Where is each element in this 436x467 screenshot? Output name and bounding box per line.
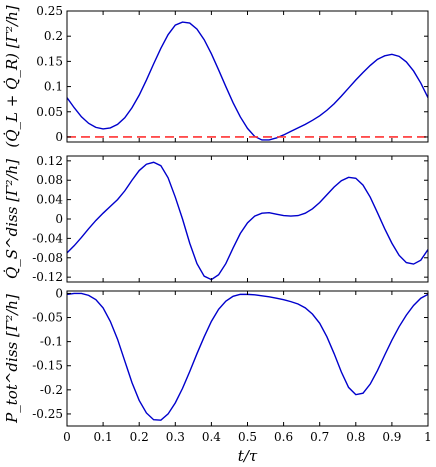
x-tick-label: 0.2 <box>130 430 149 444</box>
axes-frame <box>66 10 429 143</box>
y-tick-label: 0 <box>55 286 63 300</box>
y-tick-label: 0 <box>55 212 63 226</box>
y-tick-label: 0 <box>55 130 63 144</box>
series-line-1 <box>67 161 428 281</box>
y-tick-label: -0.15 <box>32 359 63 373</box>
y-axis-label: P_tot^diss [Γ²/h] <box>3 294 21 424</box>
y-tick-label: 0.12 <box>36 154 63 168</box>
y-tick-label: 0.15 <box>36 54 63 68</box>
x-tick-label: 0.5 <box>238 430 257 444</box>
x-tick-label: 1 <box>424 430 432 444</box>
y-tick-label: -0.05 <box>32 311 63 325</box>
x-tick-label: 0.8 <box>346 430 365 444</box>
y-tick-label: 0.08 <box>36 173 63 187</box>
y-tick-label: 0.05 <box>36 105 63 119</box>
y-tick-label: 0.2 <box>44 29 63 43</box>
x-tick-label: 0.1 <box>94 430 113 444</box>
y-tick-label: 0.1 <box>44 80 63 94</box>
y-tick-label: -0.08 <box>32 251 63 265</box>
axes-frame <box>66 155 429 283</box>
y-tick-label: 0.25 <box>36 4 63 18</box>
x-tick-label: 0.7 <box>310 430 329 444</box>
x-axis-label: t/τ <box>238 447 258 465</box>
x-tick-label: 0.9 <box>382 430 401 444</box>
panel-dissipated-power: -0.25 -0.2 -0.15 -0.1 -0.05 0 0 0.1 0.2 0.3 0.4 0.5… <box>3 286 432 465</box>
axes-frame <box>66 290 429 427</box>
panel-heat-current: 0 0.05 0.1 0.15 0.2 0.25 (Q̇_L + Q̇_R) [Γ²/h] <box>3 4 429 148</box>
y-tick-label: 0.04 <box>36 193 63 207</box>
y-tick-label: -0.12 <box>32 270 63 284</box>
x-tick-label: 0.6 <box>274 430 293 444</box>
x-tick-label: 0.4 <box>202 430 221 444</box>
y-tick-label: -0.2 <box>40 383 63 397</box>
x-tick-label: 0.3 <box>166 430 185 444</box>
panel-dissipated-heat: -0.12 -0.08 -0.04 0 0.04 0.08 0.12 Q̇_S^diss [Γ… <box>3 154 429 284</box>
series-line-2 <box>67 292 428 421</box>
y-tick-label: -0.1 <box>40 335 63 349</box>
y-axis-label: (Q̇_L + Q̇_R) [Γ²/h] <box>3 5 21 147</box>
x-tick-label: 0 <box>63 430 71 444</box>
y-tick-label: -0.25 <box>32 407 63 421</box>
y-tick-label: -0.04 <box>32 231 63 245</box>
y-axis-label: Q̇_S^diss [Γ²/h] <box>3 159 21 279</box>
series-line-0 <box>67 21 428 141</box>
